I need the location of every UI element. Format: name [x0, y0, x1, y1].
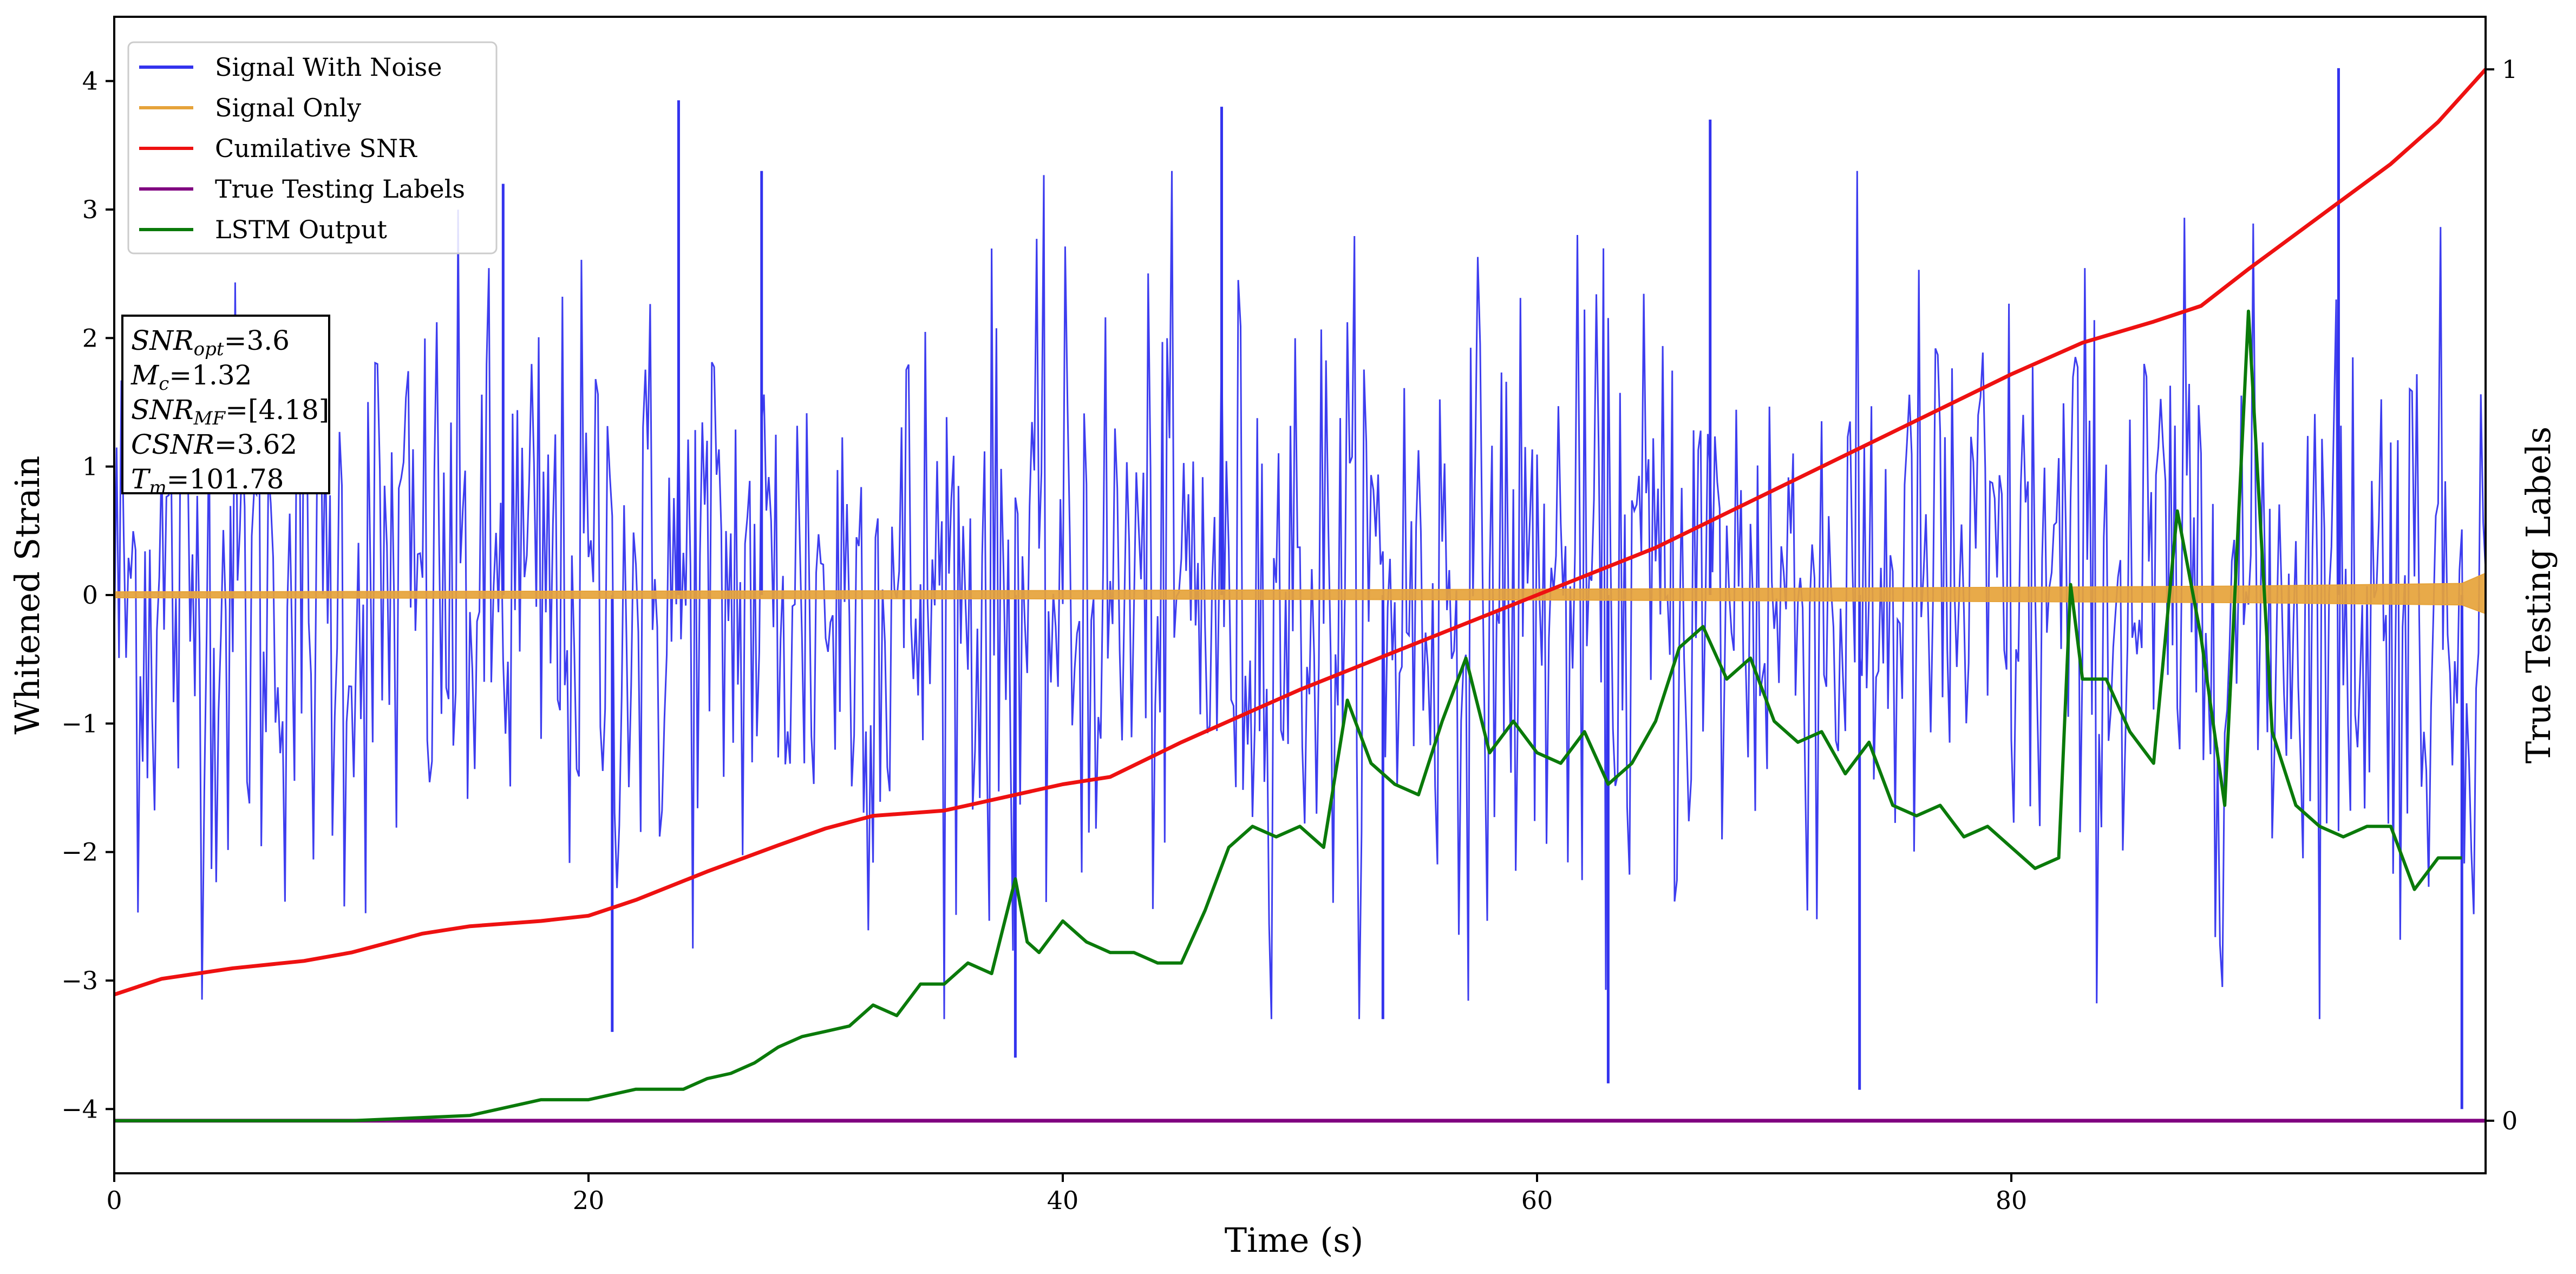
y-tick-label: 2: [82, 323, 98, 352]
y-tick-label: −1: [61, 709, 98, 738]
signal-only-band: [114, 572, 2486, 615]
y-tick-label: −4: [61, 1094, 98, 1123]
y-tick-label: 0: [82, 580, 98, 610]
annotation-line: SNRopt=3.6: [131, 325, 290, 360]
legend-label: Cumilative SNR: [215, 134, 417, 163]
y-tick-label: −3: [61, 966, 98, 995]
legend-label: LSTM Output: [215, 215, 387, 244]
annotation-line: CSNR=3.62: [131, 429, 297, 460]
series-signal-only: [114, 572, 2486, 615]
legend-box: [127, 41, 498, 254]
plot-area: [114, 68, 2486, 1123]
legend-label: True Testing Labels: [215, 174, 465, 204]
series-cumulative-snr: [114, 68, 2486, 997]
x-axis-ticks: 0 20 40 60 80: [106, 1173, 2027, 1215]
signal-with-noise-line: [114, 171, 2486, 1020]
annotation-frame: [121, 315, 330, 494]
x-tick-label: 80: [1996, 1186, 2028, 1215]
y-axis-ticks: −4 −3 −2 −1 0 1 2 3 4: [61, 67, 114, 1123]
x-tick-label: 40: [1047, 1186, 1079, 1215]
y2-axis-ticks: 01: [2486, 55, 2518, 1135]
x-tick-label: 0: [106, 1186, 122, 1215]
y-tick-label: −2: [61, 838, 98, 867]
legend-label: Signal Only: [215, 93, 361, 122]
x-tick-label: 60: [1521, 1186, 1553, 1215]
annotation-line: Tm=101.78: [131, 463, 284, 499]
x-tick-label: 20: [573, 1186, 605, 1215]
y-tick-label: 3: [82, 195, 98, 224]
y2-tick-label: 1: [2502, 55, 2518, 84]
lstm-output-line: [114, 309, 2462, 1122]
y2-tick-label: 0: [2502, 1106, 2518, 1135]
y-axis-title: Whitened Strain: [8, 456, 47, 735]
series-signal-with-noise: [114, 68, 2486, 1109]
legend: Signal With Noise Signal Only Cumilative S…: [127, 41, 498, 254]
cumulative-snr-line: [114, 68, 2486, 997]
annotation-box: SNRopt=3.6Mc=1.32SNRMF=[4.18]CSNR=3.62Tm…: [121, 315, 330, 499]
annotation-line: SNRMF=[4.18]: [131, 394, 329, 429]
y2-axis-title: True Testing Labels: [2519, 427, 2558, 764]
legend-label: Signal With Noise: [215, 53, 442, 82]
series-lstm-output: [114, 309, 2462, 1122]
y-tick-label: 4: [82, 67, 98, 96]
y-tick-label: 1: [82, 452, 98, 481]
x-axis-title: Time (s): [1225, 1220, 1364, 1260]
annotation-line: Mc=1.32: [130, 360, 252, 395]
